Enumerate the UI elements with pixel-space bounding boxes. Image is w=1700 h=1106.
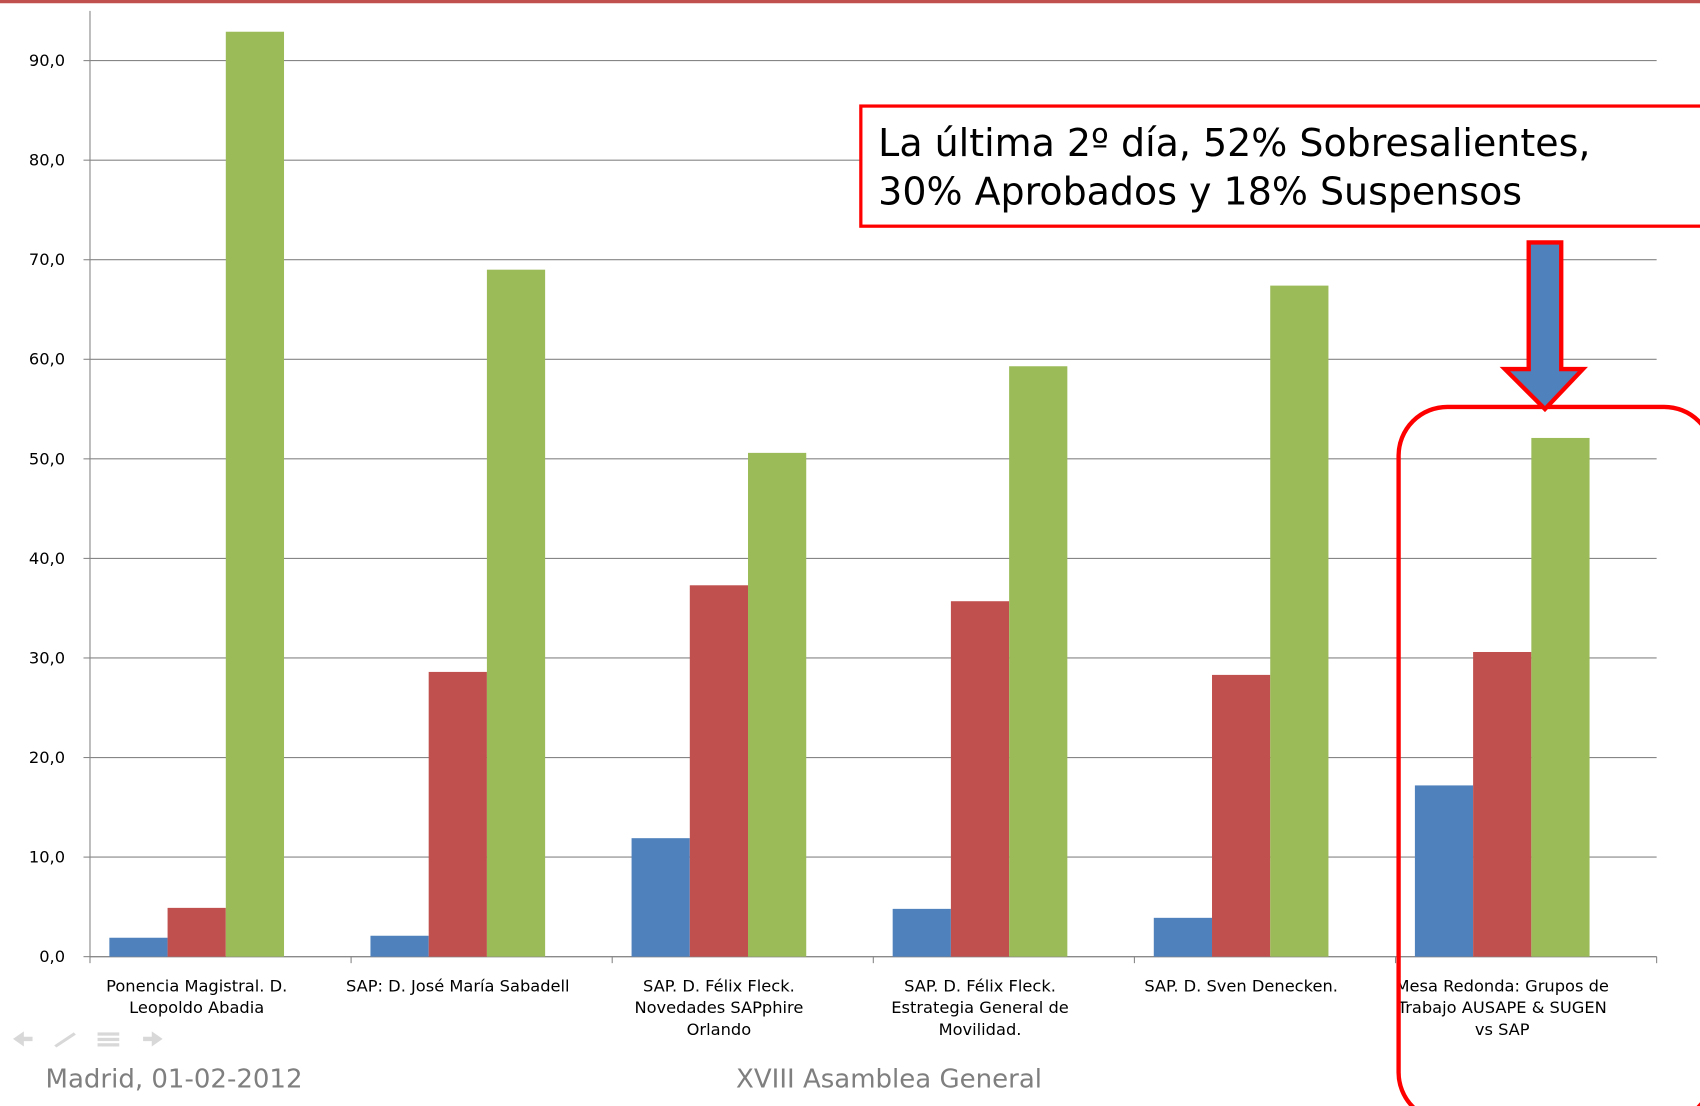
bar [950, 601, 1010, 957]
x-tick-label: SAP. D. Félix Fleck. Novedades SAPphire Or… [634, 976, 803, 1039]
annotation-text: La última 2º día, 52% Sobresalientes, [878, 121, 1590, 165]
y-tick-label: 10,0 [29, 848, 65, 867]
x-tick-label: Ponencia Magistral. D. Leopoldo Abadia [106, 976, 287, 1017]
bar [1009, 366, 1068, 957]
y-tick-label: 70,0 [29, 250, 65, 269]
x-tick-label: SAP: D. José María Sabadell [346, 976, 570, 995]
highlight-frame [1396, 404, 1700, 1106]
bar [689, 585, 749, 957]
arrow [1499, 240, 1588, 413]
bar [748, 452, 807, 957]
x-tick-label: Mesa Redonda: Grupos de Trabajo AUSAPE & … [1396, 976, 1609, 1039]
bar [1414, 785, 1474, 957]
bar [225, 31, 285, 957]
bar [370, 935, 429, 957]
y-tick-label: 20,0 [29, 748, 65, 767]
x-tick-label: SAP. D. Félix Fleck. Estrategia General d… [891, 976, 1069, 1039]
bar [1212, 674, 1271, 957]
footer-center: XVIII Asamblea General [736, 1065, 1042, 1095]
y-tick-label: 0,0 [39, 947, 65, 966]
bar [486, 269, 546, 957]
y-tick-label: 80,0 [29, 151, 65, 170]
x-tick-label: SAP. D. Sven Denecken. [1144, 976, 1338, 995]
top-rule [0, 0, 1700, 4]
bar [428, 671, 487, 957]
bar [167, 907, 226, 957]
y-tick-label: 50,0 [29, 449, 65, 468]
y-tick-label: 60,0 [29, 350, 65, 369]
y-tick-label: 40,0 [29, 549, 65, 568]
footer-left: Madrid, 01-02-2012 [46, 1065, 303, 1095]
bar [109, 937, 168, 957]
annotation-box [859, 104, 1700, 228]
bar [1531, 437, 1590, 957]
nav-icons [13, 1031, 163, 1048]
y-tick-label: 90,0 [29, 51, 65, 70]
bar [1473, 651, 1532, 957]
bar [1270, 285, 1329, 957]
y-tick-label: 30,0 [29, 648, 65, 667]
annotation-text: 30% Aprobados y 18% Suspensos [878, 170, 1522, 214]
bar [892, 908, 951, 957]
bar [1153, 917, 1213, 957]
bar [631, 838, 690, 957]
